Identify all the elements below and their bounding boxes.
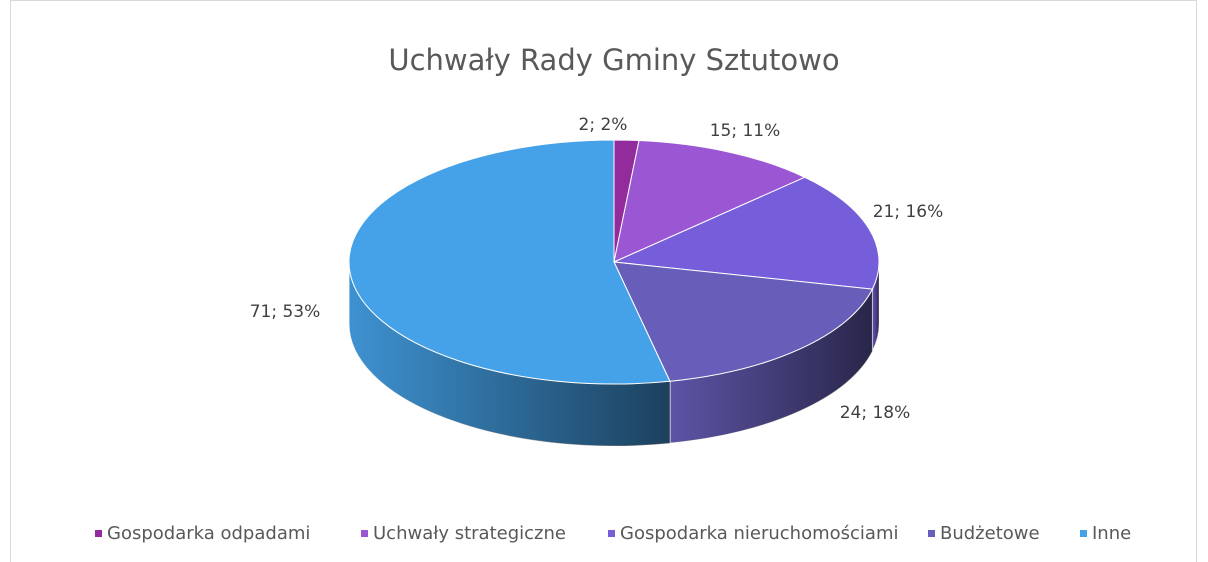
pie-side-shade [872, 262, 879, 352]
legend-label: Inne [1092, 523, 1131, 544]
legend-swatch [608, 530, 615, 537]
legend-swatch [95, 530, 102, 537]
data-label: 21; 16% [873, 202, 944, 222]
pie-slice [612, 176, 880, 290]
legend-swatch [1080, 530, 1087, 537]
chart-title: Uchwały Rady Gminy Sztutowo [388, 43, 839, 77]
legend-label: Gospodarka odpadami [107, 523, 310, 544]
pie-side-shade [349, 262, 670, 446]
pie-side-shade [669, 289, 873, 444]
legend-swatch [361, 530, 368, 537]
data-label: 24; 18% [840, 403, 911, 423]
legend-label: Budżetowe [940, 523, 1040, 544]
pie-slice [613, 140, 806, 263]
data-label: 15; 11% [710, 121, 781, 141]
legend-label: Gospodarka nieruchomościami [620, 523, 899, 544]
data-label: 2; 2% [579, 115, 628, 135]
pie-slice [613, 261, 874, 382]
legend-label: Uchwały strategiczne [373, 523, 566, 544]
chart-border [10, 0, 1197, 562]
legend-swatch [928, 530, 935, 537]
pie-slice [348, 139, 671, 385]
data-label: 71; 53% [250, 302, 321, 322]
